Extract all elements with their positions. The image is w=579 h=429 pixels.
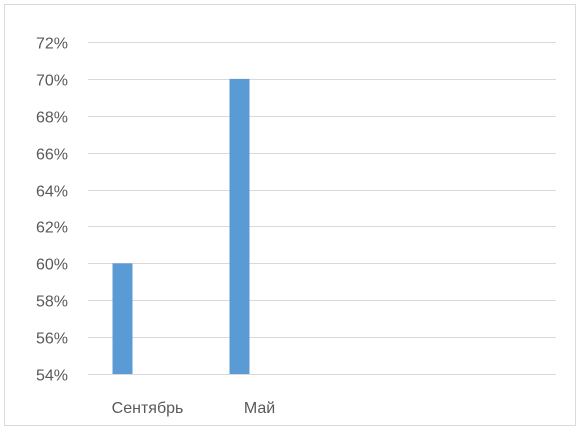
y-tick-label: 70% xyxy=(36,73,68,90)
y-axis-tick-labels: 54% 56% 58% 60% 62% 64% 66% 68% 70% 72% xyxy=(36,36,68,385)
gridlines xyxy=(88,42,556,375)
bars xyxy=(112,78,250,374)
y-tick-label: 72% xyxy=(36,36,68,53)
y-tick-label: 68% xyxy=(36,110,68,127)
bar-0 xyxy=(112,263,133,374)
y-tick-label: 60% xyxy=(36,257,68,274)
y-tick-label: 56% xyxy=(36,331,68,348)
y-tick-label: 62% xyxy=(36,220,68,237)
y-tick-label: 54% xyxy=(36,368,68,385)
bar-1 xyxy=(229,78,250,374)
x-category-label: Сентябрь xyxy=(112,400,184,417)
chart-frame xyxy=(4,4,576,426)
y-tick-label: 58% xyxy=(36,294,68,311)
y-tick-label: 66% xyxy=(36,147,68,164)
x-axis-category-labels: Сентябрь Май xyxy=(112,400,276,417)
x-category-label: Май xyxy=(244,400,275,417)
y-tick-label: 64% xyxy=(36,184,68,201)
